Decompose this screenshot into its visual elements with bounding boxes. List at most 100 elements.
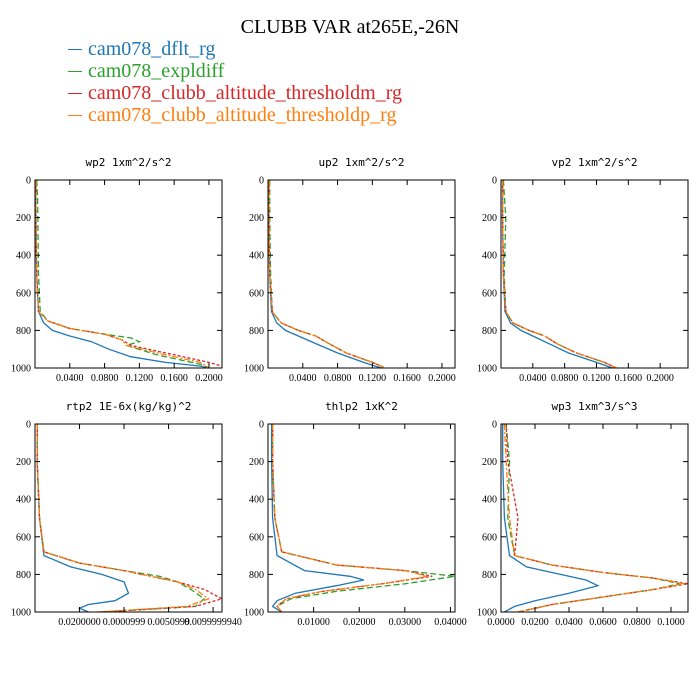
legend-swatch bbox=[68, 92, 82, 94]
series-line bbox=[502, 180, 617, 368]
plot-frame bbox=[500, 423, 689, 613]
legend-swatch bbox=[68, 70, 82, 72]
x-tick-label: 0.2000 bbox=[195, 373, 223, 384]
x-tick-label: 0.0400 bbox=[519, 373, 547, 384]
series-line bbox=[35, 180, 210, 368]
series-line bbox=[271, 424, 428, 612]
x-tick-label: 0.03000 bbox=[389, 617, 422, 628]
y-tick-label: 400 bbox=[16, 251, 31, 262]
x-tick-label: 0.0800 bbox=[91, 373, 119, 384]
plot-frame bbox=[267, 179, 456, 369]
x-tick-label: 0.1200 bbox=[359, 373, 387, 384]
legend-label: cam078_clubb_altitude_thresholdm_rg bbox=[88, 82, 403, 104]
legend-item: cam078_clubb_altitude_thresholdm_rg bbox=[68, 82, 402, 104]
series-line bbox=[269, 180, 386, 368]
series-group bbox=[270, 424, 455, 612]
series-line bbox=[35, 180, 210, 368]
chart-title: vp2 1xm^2/s^2 bbox=[551, 156, 637, 169]
series-line bbox=[505, 424, 688, 612]
chart-title: up2 1xm^2/s^2 bbox=[318, 156, 404, 169]
chart-panel: rtp2 1E-6x(kg/kg)^2 0 200 400 600 800 1000 0.02… bbox=[11, 400, 242, 628]
y-tick-label: 1000 bbox=[477, 364, 497, 375]
legend-item: cam078_clubb_altitude_thresholdp_rg bbox=[68, 104, 402, 126]
y-tick-label: 600 bbox=[482, 532, 497, 543]
series-group bbox=[36, 424, 222, 612]
series-line bbox=[268, 180, 386, 368]
series-line bbox=[501, 180, 613, 368]
y-tick-label: 600 bbox=[16, 288, 31, 299]
x-tick-label: 0.0000999 bbox=[103, 617, 146, 628]
y-tick-label: 0 bbox=[259, 176, 264, 187]
x-tick-label: 0.0200000 bbox=[58, 617, 101, 628]
y-tick-label: 200 bbox=[16, 457, 31, 468]
x-tick-label: 0.0099999940 bbox=[184, 617, 242, 628]
legend-item: cam078_expldiff bbox=[68, 60, 402, 82]
x-tick-label: 0.0200 bbox=[521, 617, 549, 628]
plot-frame bbox=[34, 179, 223, 369]
chart-title: wp3 1xm^3/s^3 bbox=[551, 400, 637, 413]
series-line bbox=[36, 180, 210, 368]
x-tick-label: 0.0400 bbox=[56, 373, 84, 384]
series-line bbox=[36, 424, 211, 612]
x-tick-label: 0.1200 bbox=[126, 373, 154, 384]
series-group bbox=[501, 180, 617, 368]
chart-panel: wp2 1xm^2/s^2 0 200 400 600 800 1000 0.0400 0.08… bbox=[11, 156, 223, 384]
series-group bbox=[268, 180, 386, 368]
y-tick-label: 800 bbox=[249, 570, 264, 581]
series-line bbox=[36, 424, 130, 612]
y-tick-label: 0 bbox=[492, 420, 497, 431]
series-line bbox=[502, 424, 600, 612]
y-tick-label: 0 bbox=[492, 176, 497, 187]
y-tick-label: 200 bbox=[249, 213, 264, 224]
y-tick-label: 400 bbox=[16, 495, 31, 506]
chart-panel: vp2 1xm^2/s^2 0 200 400 600 800 1000 0.0400 0.08… bbox=[477, 156, 689, 384]
y-tick-label: 1000 bbox=[477, 608, 497, 619]
y-tick-label: 600 bbox=[249, 288, 264, 299]
series-group bbox=[502, 424, 688, 612]
series-line bbox=[503, 424, 685, 612]
plot-frame bbox=[34, 423, 223, 613]
figure-title: CLUBB VAR at265E,-26N bbox=[240, 16, 460, 38]
series-line bbox=[36, 424, 222, 612]
chart-title: rtp2 1E-6x(kg/kg)^2 bbox=[66, 400, 192, 413]
y-tick-label: 1000 bbox=[244, 364, 264, 375]
x-tick-label: 0.0400 bbox=[555, 617, 583, 628]
series-line bbox=[268, 180, 386, 368]
y-tick-label: 0 bbox=[259, 420, 264, 431]
series-line bbox=[36, 424, 206, 612]
x-tick-label: 0.0800 bbox=[324, 373, 352, 384]
x-tick-label: 0.0600 bbox=[589, 617, 617, 628]
x-tick-label: 0.0000 bbox=[487, 617, 515, 628]
plot-frame bbox=[500, 179, 689, 369]
legend-swatch bbox=[68, 114, 82, 116]
y-tick-label: 200 bbox=[249, 457, 264, 468]
legend: cam078_dflt_rg cam078_expldiff cam078_cl… bbox=[68, 38, 402, 126]
y-tick-label: 400 bbox=[249, 495, 264, 506]
x-tick-label: 0.01000 bbox=[297, 617, 330, 628]
x-tick-label: 0.1600 bbox=[393, 373, 421, 384]
y-tick-label: 1000 bbox=[11, 608, 31, 619]
chart-panel: up2 1xm^2/s^2 0 200 400 600 800 1000 0.0400 0.08… bbox=[244, 156, 456, 384]
x-tick-label: 0.0400 bbox=[289, 373, 317, 384]
series-line bbox=[501, 180, 617, 368]
chart-title: wp2 1xm^2/s^2 bbox=[85, 156, 171, 169]
y-tick-label: 1000 bbox=[11, 364, 31, 375]
series-line bbox=[270, 424, 364, 612]
y-tick-label: 800 bbox=[482, 570, 497, 581]
x-tick-label: 0.02000 bbox=[343, 617, 376, 628]
y-tick-label: 600 bbox=[16, 532, 31, 543]
series-line bbox=[271, 424, 455, 612]
x-tick-label: 0.2000 bbox=[428, 373, 456, 384]
x-tick-label: 0.04000 bbox=[434, 617, 467, 628]
y-tick-label: 800 bbox=[16, 326, 31, 337]
x-tick-label: 0.1600 bbox=[160, 373, 188, 384]
series-group bbox=[35, 180, 222, 368]
x-tick-label: 0.1200 bbox=[583, 373, 611, 384]
legend-label: cam078_dflt_rg bbox=[88, 38, 216, 60]
chart-panel: thlp2 1xK^2 0 200 400 600 800 1000 0.01000 0.020… bbox=[244, 400, 467, 628]
x-tick-label: 0.1000 bbox=[657, 617, 685, 628]
y-tick-label: 800 bbox=[482, 326, 497, 337]
y-tick-label: 1000 bbox=[244, 608, 264, 619]
plot-frame bbox=[267, 423, 456, 613]
